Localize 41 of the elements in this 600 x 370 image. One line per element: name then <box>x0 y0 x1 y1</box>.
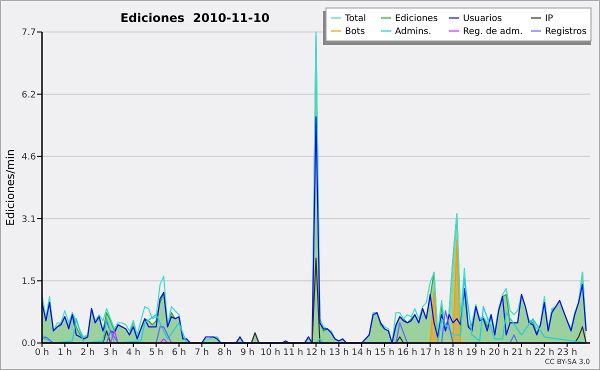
x-tick-label: 4 h <box>126 348 140 358</box>
x-tick-label: 7 h <box>194 348 209 358</box>
legend-label: Usuarios <box>463 14 502 24</box>
x-tick-label: 13 h <box>328 348 349 358</box>
x-tick-label: 15 h <box>374 348 395 358</box>
chart-title: Ediciones 2010-11-10 <box>120 11 270 25</box>
x-tick-label: 16 h <box>397 348 418 358</box>
x-tick-label: 23 h <box>557 348 578 358</box>
y-tick-label: 0.0 <box>22 339 36 350</box>
legend-label: Ediciones <box>395 14 438 24</box>
y-axis-title: Ediciones/min <box>4 149 17 226</box>
x-tick-label: 1 h <box>58 348 72 358</box>
y-tick-label: 6.2 <box>22 90 36 100</box>
x-tick-label: 18 h <box>442 348 464 358</box>
x-tick-label: 17 h <box>420 348 440 358</box>
y-tick-label: 1.5 <box>22 276 36 287</box>
y-tick-label: 7.7 <box>22 28 36 38</box>
legend-label: Bots <box>345 27 366 38</box>
legend-label: Registros <box>545 27 587 38</box>
x-tick-label: 2 h <box>80 348 95 358</box>
y-tick-label: 4.6 <box>22 152 36 163</box>
legend-label: Admins. <box>395 27 432 38</box>
legend-label: Total <box>344 14 366 24</box>
legend-label: IP <box>545 14 554 24</box>
x-tick-label: 9 h <box>240 348 255 358</box>
x-tick-label: 8 h <box>218 348 232 358</box>
x-tick-label: 14 h <box>352 348 372 358</box>
y-tick-label: 3.1 <box>22 214 36 225</box>
x-tick-label: 5 h <box>149 348 164 358</box>
x-tick-label: 21 h <box>511 348 532 358</box>
x-tick-label: 19 h <box>466 348 486 358</box>
line-series <box>41 116 587 344</box>
x-tick-label: 6 h <box>172 348 186 358</box>
x-tick-label: 22 h <box>534 348 554 358</box>
legend-label: Reg. de adm. <box>463 27 523 38</box>
x-tick-label: 11 h <box>283 348 304 358</box>
x-tick-label: 10 h <box>260 348 280 358</box>
x-tick-label: 12 h <box>306 348 326 358</box>
x-tick-label: 20 h <box>488 348 509 358</box>
x-tick-label: 3 h <box>103 348 118 358</box>
x-tick-label: 0 h <box>34 348 50 358</box>
